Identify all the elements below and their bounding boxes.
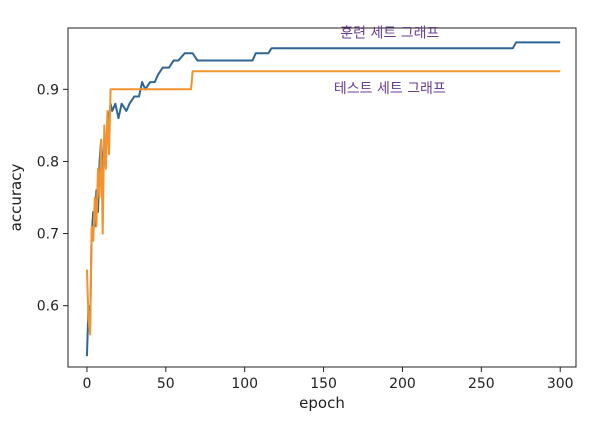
y-axis: 0.6 0.7 0.8 0.9 — [37, 82, 68, 315]
x-tick-label: 300 — [547, 376, 574, 392]
x-tick-label: 100 — [231, 376, 258, 392]
x-tick-label: 200 — [389, 376, 416, 392]
x-tick-label: 50 — [157, 376, 175, 392]
y-tick-label: 0.7 — [37, 227, 59, 243]
x-tick-label: 250 — [468, 376, 495, 392]
y-tick-label: 0.8 — [37, 154, 59, 170]
plot-area — [67, 27, 577, 368]
series-layer — [85, 41, 561, 357]
test-accuracy-line — [85, 70, 561, 336]
x-axis: 0 50 100 150 200 250 300 — [82, 367, 574, 392]
x-axis-label: epoch — [299, 394, 345, 412]
y-axis-label: accuracy — [7, 164, 25, 232]
y-tick-label: 0.9 — [37, 82, 59, 98]
train-accuracy-line — [85, 41, 561, 357]
x-tick-label: 150 — [310, 376, 337, 392]
y-tick-label: 0.6 — [37, 299, 59, 315]
train-series-annotation: 훈련 세트 그래프 — [340, 25, 439, 41]
x-tick-label: 0 — [82, 376, 91, 392]
test-series-annotation: 테스트 세트 그래프 — [334, 81, 446, 97]
